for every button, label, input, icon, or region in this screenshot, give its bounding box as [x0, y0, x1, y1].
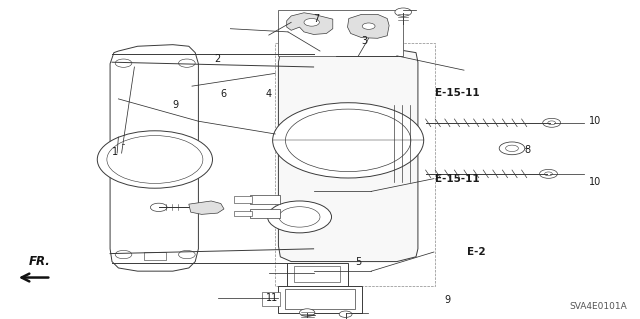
Text: 4: 4 — [266, 89, 272, 99]
Text: 10: 10 — [589, 177, 601, 187]
Circle shape — [268, 201, 332, 233]
Circle shape — [304, 19, 319, 26]
Text: 10: 10 — [589, 116, 601, 126]
Text: 1: 1 — [112, 146, 118, 157]
Circle shape — [107, 136, 203, 183]
Text: 11: 11 — [266, 293, 278, 303]
Text: 9: 9 — [173, 100, 179, 110]
Text: 8: 8 — [525, 145, 531, 155]
Text: 2: 2 — [214, 54, 221, 64]
Text: 6: 6 — [221, 89, 227, 99]
Bar — [262, 292, 280, 306]
Text: 5: 5 — [355, 256, 362, 267]
Circle shape — [285, 109, 411, 172]
Circle shape — [339, 311, 352, 317]
Circle shape — [548, 121, 556, 125]
Bar — [321, 34, 340, 39]
Bar — [275, 43, 435, 286]
Bar — [294, 266, 340, 282]
Bar — [285, 289, 355, 309]
Text: 7: 7 — [314, 14, 320, 24]
Bar — [278, 286, 362, 313]
Bar — [278, 10, 403, 56]
Bar — [250, 195, 280, 204]
Bar — [234, 196, 252, 203]
Text: FR.: FR. — [29, 255, 51, 268]
Polygon shape — [189, 201, 224, 214]
Circle shape — [115, 59, 132, 67]
Circle shape — [506, 145, 518, 152]
Circle shape — [300, 309, 315, 316]
Circle shape — [115, 250, 132, 259]
Circle shape — [395, 8, 412, 16]
Bar — [287, 263, 348, 286]
Circle shape — [499, 142, 525, 155]
Circle shape — [179, 250, 195, 259]
Circle shape — [179, 59, 195, 67]
Circle shape — [273, 103, 424, 178]
Text: E-15-11: E-15-11 — [435, 87, 480, 98]
Polygon shape — [144, 252, 166, 260]
Polygon shape — [287, 13, 333, 34]
Bar — [314, 38, 352, 51]
Circle shape — [362, 23, 375, 29]
Bar — [234, 211, 252, 216]
Circle shape — [150, 203, 167, 211]
Text: E-15-11: E-15-11 — [435, 174, 480, 184]
Circle shape — [279, 207, 320, 227]
Circle shape — [545, 172, 552, 176]
Text: 9: 9 — [445, 295, 451, 305]
Circle shape — [97, 131, 212, 188]
Polygon shape — [348, 14, 389, 38]
Polygon shape — [110, 45, 198, 271]
Text: E-2: E-2 — [467, 247, 486, 257]
Text: SVA4E0101A: SVA4E0101A — [570, 302, 627, 311]
Text: 3: 3 — [362, 36, 368, 47]
Bar — [250, 209, 280, 218]
Circle shape — [540, 169, 557, 178]
Polygon shape — [278, 49, 418, 262]
Circle shape — [543, 118, 561, 127]
